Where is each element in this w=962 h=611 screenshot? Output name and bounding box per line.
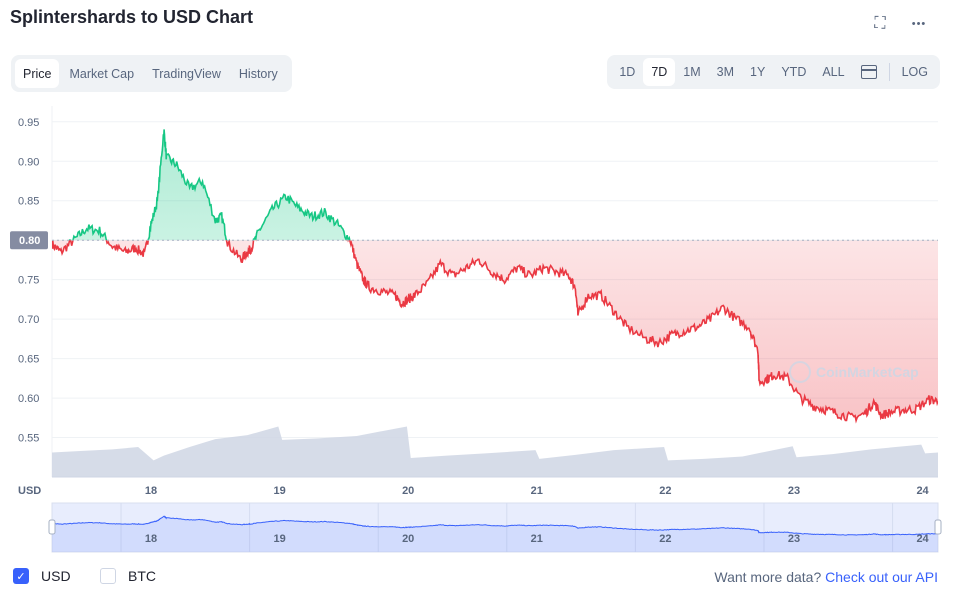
y-tick-label: 0.85 — [18, 196, 39, 208]
navigator-tick-label: 18 — [145, 533, 157, 545]
fullscreen-glyph: ⛶ — [874, 15, 886, 32]
range-ytd[interactable]: YTD — [781, 65, 807, 79]
log-toggle[interactable]: LOG — [901, 65, 928, 79]
more-glyph: ••• — [911, 18, 927, 30]
range-all[interactable]: ALL — [822, 65, 845, 79]
navigator-area — [52, 516, 938, 552]
btc-label: BTC — [128, 568, 156, 584]
navigator-handle-right[interactable] — [934, 519, 942, 535]
y-tick-label: 0.60 — [18, 393, 39, 405]
more-icon[interactable]: ••• — [907, 12, 931, 36]
range-1m[interactable]: 1M — [683, 65, 701, 79]
legend-btc[interactable]: BTC — [100, 568, 156, 584]
price-line-down — [52, 240, 938, 424]
price-line-up — [68, 129, 352, 241]
check-icon: ✓ — [16, 570, 26, 583]
watermark-text: CoinMarketCap — [816, 364, 919, 380]
watermark-logo — [789, 361, 811, 383]
api-link[interactable]: Check out our API — [825, 569, 938, 585]
y-tick-label: 0.55 — [18, 433, 39, 445]
price-area-up — [52, 129, 938, 241]
api-prefix: Want more data? — [714, 569, 822, 585]
y-axis-unit: USD — [18, 485, 41, 497]
chart-title: Splintershards to USD Chart — [10, 7, 254, 27]
y-tick-label: 0.65 — [18, 354, 39, 366]
legend-usd[interactable]: ✓ USD — [13, 568, 71, 584]
y-tick-label: 0.70 — [18, 314, 39, 326]
chart-tabs: Price Market Cap TradingView History — [11, 55, 292, 92]
x-tick-label: 20 — [402, 485, 414, 497]
x-tick-label: 22 — [659, 485, 671, 497]
price-area-down — [52, 240, 938, 421]
navigator-tick-label: 21 — [531, 533, 543, 545]
calendar-icon — [860, 65, 877, 79]
x-tick-label: 23 — [788, 485, 800, 497]
btc-checkbox[interactable] — [100, 568, 116, 584]
tab-market-cap[interactable]: Market Cap — [69, 66, 135, 81]
tab-history[interactable]: History — [238, 66, 278, 81]
range-1y[interactable]: 1Y — [750, 65, 766, 79]
price-chart[interactable]: 0.550.600.650.700.750.800.850.900.950.80… — [0, 98, 962, 558]
y-tick-label: 0.90 — [18, 156, 39, 168]
navigator-tick-label: 20 — [402, 533, 414, 545]
usd-label: USD — [41, 568, 71, 584]
x-tick-label: 19 — [273, 485, 285, 497]
tab-tradingview[interactable]: TradingView — [152, 66, 221, 81]
x-tick-label: 18 — [145, 485, 157, 497]
reference-label: 0.80 — [19, 235, 40, 247]
calendar-button[interactable] — [853, 58, 885, 86]
navigator-tick-label: 19 — [273, 533, 285, 545]
fullscreen-icon[interactable]: ⛶ — [868, 12, 892, 36]
range-3m[interactable]: 3M — [716, 65, 735, 79]
navigator-tick-label: 22 — [659, 533, 671, 545]
navigator-tick-label: 24 — [916, 533, 929, 545]
range-7d[interactable]: 7D — [643, 58, 676, 86]
navigator-bg — [51, 502, 939, 553]
api-promo: Want more data? Check out our API — [714, 569, 938, 585]
volume-area — [52, 426, 938, 477]
tab-price[interactable]: Price — [15, 59, 60, 88]
reference-label-bg — [10, 231, 48, 250]
y-tick-label: 0.95 — [18, 117, 39, 129]
navigator-tick-label: 23 — [788, 533, 800, 545]
range-1d[interactable]: 1D — [619, 65, 636, 79]
range-divider — [888, 63, 890, 81]
time-range-selector: 1D 7D 1M 3M 1Y YTD ALL LOG — [607, 55, 940, 89]
usd-checkbox[interactable]: ✓ — [13, 568, 29, 584]
navigator-handle-left[interactable] — [48, 519, 56, 535]
x-tick-label: 24 — [916, 485, 929, 497]
y-tick-label: 0.75 — [18, 275, 39, 287]
navigator-line — [51, 515, 939, 536]
x-tick-label: 21 — [531, 485, 543, 497]
